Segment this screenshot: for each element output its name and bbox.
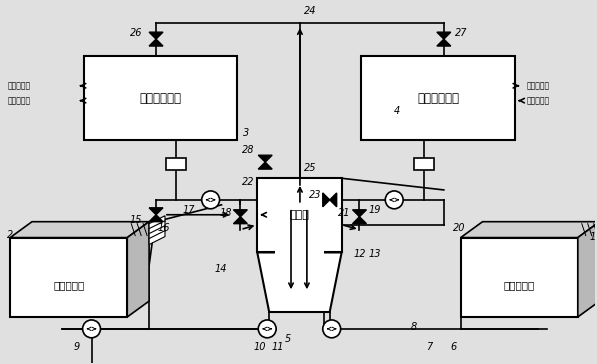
Polygon shape <box>353 217 367 224</box>
Text: 13: 13 <box>368 249 381 260</box>
Text: 烟气换热器: 烟气换热器 <box>53 280 84 290</box>
Text: 17: 17 <box>183 205 195 215</box>
Text: 27: 27 <box>454 28 467 38</box>
Text: 24: 24 <box>304 6 316 16</box>
Text: 冷凝水出二: 冷凝水出二 <box>7 81 30 90</box>
Text: 10: 10 <box>254 342 266 352</box>
Circle shape <box>259 320 276 338</box>
Polygon shape <box>437 32 451 39</box>
Polygon shape <box>578 222 597 317</box>
Text: 7: 7 <box>426 342 432 352</box>
Polygon shape <box>259 155 272 162</box>
Text: 热网水换热器: 热网水换热器 <box>417 92 459 104</box>
Bar <box>10 238 127 317</box>
Text: 26: 26 <box>130 28 143 38</box>
Text: 缓液罐: 缓液罐 <box>290 210 309 220</box>
Polygon shape <box>10 222 149 238</box>
Bar <box>257 178 341 253</box>
Text: 热网水出二: 热网水出二 <box>526 81 549 90</box>
Polygon shape <box>149 208 163 215</box>
Polygon shape <box>323 193 330 207</box>
Text: 6: 6 <box>451 342 457 352</box>
Text: 冷凝水换热器: 冷凝水换热器 <box>140 92 181 104</box>
Text: 22: 22 <box>242 177 254 187</box>
Bar <box>414 158 434 170</box>
Polygon shape <box>149 32 163 39</box>
Polygon shape <box>149 221 165 234</box>
Text: 烟气换热器: 烟气换热器 <box>504 280 535 290</box>
Text: 14: 14 <box>214 264 227 274</box>
Bar <box>275 248 324 262</box>
Polygon shape <box>149 215 163 222</box>
Text: 9: 9 <box>73 342 80 352</box>
Text: 3: 3 <box>243 128 250 138</box>
Polygon shape <box>461 222 597 238</box>
Bar <box>361 56 515 140</box>
Text: 19: 19 <box>368 205 381 215</box>
Polygon shape <box>233 210 247 217</box>
Text: 1: 1 <box>590 232 596 242</box>
Text: 20: 20 <box>453 223 465 233</box>
Text: 16: 16 <box>158 223 170 233</box>
Text: 冷凝水进二: 冷凝水进二 <box>7 96 30 105</box>
Bar <box>461 238 578 317</box>
Circle shape <box>202 191 220 209</box>
Text: 21: 21 <box>338 208 351 218</box>
Text: 热网水进二: 热网水进二 <box>526 96 549 105</box>
Text: 15: 15 <box>130 215 143 225</box>
Polygon shape <box>257 253 341 312</box>
Polygon shape <box>149 39 163 46</box>
Polygon shape <box>353 210 367 217</box>
Polygon shape <box>127 222 149 317</box>
Text: 12: 12 <box>353 249 366 260</box>
Text: 8: 8 <box>411 322 417 332</box>
Polygon shape <box>437 39 451 46</box>
Text: 2: 2 <box>7 230 13 240</box>
Text: 28: 28 <box>242 145 254 155</box>
Bar <box>84 56 238 140</box>
Polygon shape <box>149 216 165 230</box>
Text: 4: 4 <box>394 106 401 115</box>
Circle shape <box>82 320 100 338</box>
Polygon shape <box>149 231 165 245</box>
Polygon shape <box>233 217 247 224</box>
Circle shape <box>323 320 341 338</box>
Circle shape <box>385 191 403 209</box>
Bar <box>166 158 186 170</box>
Text: 18: 18 <box>219 208 232 218</box>
Text: 5: 5 <box>285 334 291 344</box>
Text: 23: 23 <box>309 190 321 200</box>
Text: 25: 25 <box>304 163 316 173</box>
Polygon shape <box>259 162 272 169</box>
Polygon shape <box>330 193 337 207</box>
Polygon shape <box>149 226 165 240</box>
Text: 11: 11 <box>272 342 284 352</box>
